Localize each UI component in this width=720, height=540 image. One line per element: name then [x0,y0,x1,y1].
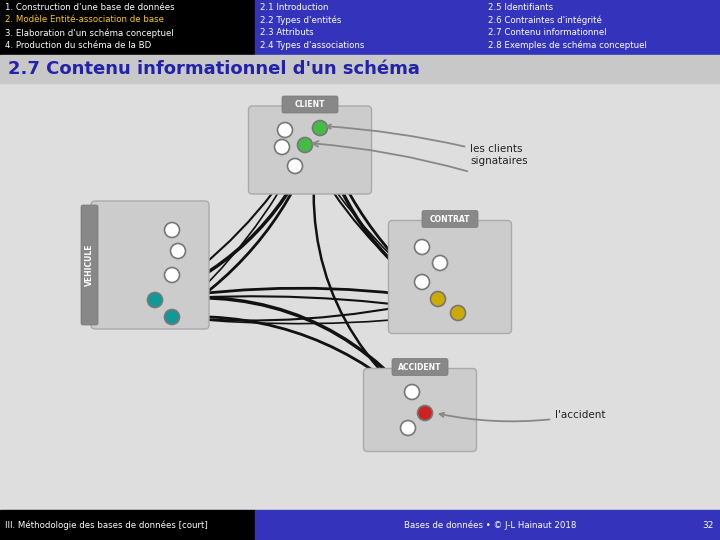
Circle shape [164,222,179,238]
Circle shape [287,159,302,173]
Text: 2.3 Attributs: 2.3 Attributs [260,28,314,37]
Circle shape [415,240,430,254]
FancyArrowPatch shape [307,147,456,312]
FancyBboxPatch shape [248,106,372,194]
FancyBboxPatch shape [422,211,478,227]
FancyBboxPatch shape [389,220,511,334]
Circle shape [164,267,179,282]
FancyArrowPatch shape [158,147,304,299]
Text: ACCIDENT: ACCIDENT [398,362,442,372]
Bar [255,0,720,55]
Circle shape [431,292,446,307]
FancyArrowPatch shape [158,296,455,313]
Text: III. Méthodologie des bases de données [court]: III. Méthodologie des bases de données [… [5,520,208,530]
FancyBboxPatch shape [81,205,98,325]
Circle shape [312,120,328,136]
Circle shape [297,138,312,152]
Text: 2. Modèle Entité-association de base: 2. Modèle Entité-association de base [5,16,164,24]
Circle shape [277,123,292,138]
FancyBboxPatch shape [91,201,209,329]
Text: 2.7 Contenu informationnel: 2.7 Contenu informationnel [488,28,607,37]
Text: Bases de données • © J-L Hainaut 2018: Bases de données • © J-L Hainaut 2018 [404,520,576,530]
FancyArrowPatch shape [321,131,456,312]
FancyArrowPatch shape [320,131,436,298]
Circle shape [451,306,466,321]
Bar [0,0,255,55]
FancyArrowPatch shape [158,288,436,300]
Text: 2.7 Contenu informationnel d'un schéma: 2.7 Contenu informationnel d'un schéma [8,60,420,78]
Text: 2.4 Types d'associations: 2.4 Types d'associations [260,40,364,50]
Circle shape [400,421,415,435]
Text: 32: 32 [703,521,714,530]
Text: 2.5 Identifiants: 2.5 Identifiants [488,3,553,12]
Circle shape [433,255,448,271]
Text: CONTRAT: CONTRAT [430,214,470,224]
Text: 2.2 Types d'entités: 2.2 Types d'entités [260,16,341,25]
FancyBboxPatch shape [364,368,477,451]
Circle shape [164,309,179,325]
Bar [255,510,720,540]
Bar [0,55,720,83]
Text: CLIENT: CLIENT [294,100,325,109]
Text: 4. Production du schéma de la BD: 4. Production du schéma de la BD [5,40,151,50]
FancyBboxPatch shape [282,96,338,113]
FancyArrowPatch shape [158,131,319,299]
Circle shape [148,293,163,307]
Circle shape [405,384,420,400]
Text: l'accident: l'accident [440,410,606,421]
FancyArrowPatch shape [174,131,319,315]
Circle shape [274,139,289,154]
Text: 2.6 Contraintes d'intégrité: 2.6 Contraintes d'intégrité [488,16,602,25]
Circle shape [415,274,430,289]
Bar [0,83,720,510]
Text: 2.8 Exemples de schéma conceptuel: 2.8 Exemples de schéma conceptuel [488,40,647,50]
FancyArrowPatch shape [175,316,423,411]
Bar [0,510,255,540]
Text: les clients
signataires: les clients signataires [327,125,528,166]
Text: 1. Construction d'une base de données: 1. Construction d'une base de données [5,3,175,12]
FancyBboxPatch shape [392,359,448,375]
FancyArrowPatch shape [174,147,304,315]
FancyArrowPatch shape [306,147,436,298]
FancyArrowPatch shape [175,313,455,323]
Text: VEHICULE: VEHICULE [85,244,94,286]
FancyArrowPatch shape [158,298,423,411]
Text: 2.1 Introduction: 2.1 Introduction [260,3,328,12]
Circle shape [171,244,186,259]
Text: 3. Elaboration d'un schéma conceptuel: 3. Elaboration d'un schéma conceptuel [5,28,174,37]
Circle shape [418,406,433,421]
FancyArrowPatch shape [314,131,423,411]
FancyArrowPatch shape [175,300,436,321]
